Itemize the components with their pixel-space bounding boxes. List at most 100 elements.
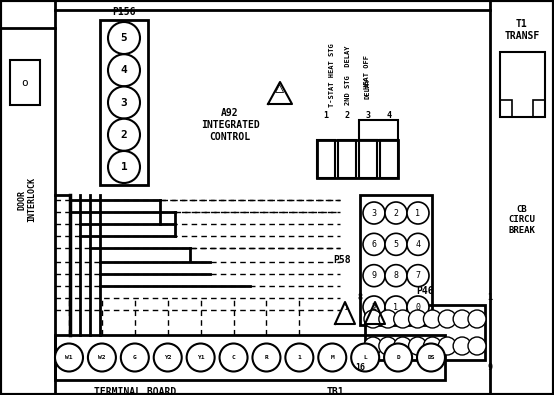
Circle shape	[379, 337, 397, 355]
Text: T1
TRANSF: T1 TRANSF	[504, 19, 540, 41]
Circle shape	[394, 337, 412, 355]
Circle shape	[153, 344, 182, 372]
Circle shape	[468, 310, 486, 328]
Text: 5: 5	[121, 33, 127, 43]
Text: A92
INTEGRATED
CONTROL: A92 INTEGRATED CONTROL	[201, 108, 259, 141]
Circle shape	[385, 233, 407, 255]
Circle shape	[407, 296, 429, 318]
Text: △: △	[275, 79, 285, 94]
Text: W2: W2	[98, 355, 106, 360]
Text: 2: 2	[373, 305, 377, 311]
Circle shape	[55, 344, 83, 372]
Bar	[533, 100, 545, 117]
Circle shape	[363, 296, 385, 318]
Bar	[10, 60, 40, 105]
Text: 7: 7	[416, 271, 420, 280]
Text: 5: 5	[393, 240, 398, 249]
Text: TERMINAL BOARD: TERMINAL BOARD	[94, 387, 176, 395]
Text: D: D	[396, 355, 400, 360]
Text: DELAY: DELAY	[364, 77, 370, 99]
Circle shape	[407, 233, 429, 255]
Circle shape	[253, 344, 280, 372]
Circle shape	[438, 310, 456, 328]
Text: 1: 1	[488, 293, 493, 301]
Circle shape	[385, 296, 407, 318]
Circle shape	[453, 337, 471, 355]
Text: CB
CIRCU
BREAK: CB CIRCU BREAK	[509, 205, 535, 235]
Text: 16: 16	[355, 363, 365, 372]
Text: 1: 1	[416, 209, 420, 218]
Text: 1: 1	[393, 303, 398, 312]
Bar	[55, 335, 445, 380]
Circle shape	[108, 151, 140, 183]
Text: 8: 8	[357, 293, 362, 301]
Bar	[338, 140, 356, 178]
Circle shape	[423, 310, 442, 328]
Circle shape	[364, 310, 382, 328]
Bar	[365, 305, 485, 360]
Circle shape	[407, 202, 429, 224]
Circle shape	[219, 344, 248, 372]
Text: 4: 4	[416, 240, 420, 249]
Circle shape	[363, 202, 385, 224]
Text: 3: 3	[372, 209, 377, 218]
Circle shape	[438, 337, 456, 355]
Circle shape	[407, 265, 429, 287]
Circle shape	[379, 310, 397, 328]
Text: 4: 4	[121, 65, 127, 75]
Text: HEAT OFF: HEAT OFF	[364, 55, 370, 89]
Bar	[317, 140, 398, 178]
Text: 1: 1	[324, 111, 329, 120]
Text: 3: 3	[121, 98, 127, 107]
Text: Y2: Y2	[164, 355, 172, 360]
Bar	[500, 52, 545, 117]
Circle shape	[318, 344, 346, 372]
Text: 8: 8	[393, 271, 398, 280]
Text: TB1: TB1	[326, 387, 344, 395]
Circle shape	[121, 344, 149, 372]
Circle shape	[408, 310, 427, 328]
Circle shape	[108, 54, 140, 86]
Circle shape	[364, 337, 382, 355]
Text: DOOR
INTERLOCK: DOOR INTERLOCK	[17, 177, 37, 222]
Text: 2: 2	[121, 130, 127, 140]
Bar	[360, 195, 432, 325]
Bar	[380, 140, 398, 178]
Text: C: C	[232, 355, 235, 360]
Text: 1: 1	[297, 355, 301, 360]
Text: M: M	[330, 355, 334, 360]
Circle shape	[351, 344, 379, 372]
Text: T-STAT HEAT STG: T-STAT HEAT STG	[329, 43, 335, 107]
Circle shape	[88, 344, 116, 372]
Circle shape	[285, 344, 314, 372]
Text: 3: 3	[366, 111, 371, 120]
Text: 1: 1	[121, 162, 127, 172]
Bar	[359, 120, 398, 140]
Circle shape	[453, 310, 471, 328]
Text: W1: W1	[65, 355, 73, 360]
Circle shape	[385, 202, 407, 224]
Circle shape	[468, 337, 486, 355]
Text: 0: 0	[416, 303, 420, 312]
Circle shape	[363, 233, 385, 255]
Circle shape	[187, 344, 214, 372]
Text: R: R	[265, 355, 268, 360]
Text: 2: 2	[345, 111, 350, 120]
Text: L: L	[363, 355, 367, 360]
Circle shape	[363, 265, 385, 287]
Text: P58: P58	[333, 255, 351, 265]
Text: P46: P46	[416, 286, 434, 296]
Text: 1: 1	[343, 305, 347, 311]
Circle shape	[385, 265, 407, 287]
Text: 6: 6	[372, 240, 377, 249]
Text: o: o	[22, 78, 28, 88]
Text: 9: 9	[372, 271, 377, 280]
Text: 2ND STG  DELAY: 2ND STG DELAY	[345, 45, 351, 105]
Text: 9: 9	[488, 363, 493, 372]
Text: 2: 2	[393, 209, 398, 218]
Circle shape	[394, 310, 412, 328]
Circle shape	[108, 22, 140, 54]
Bar	[359, 140, 377, 178]
Bar	[500, 100, 512, 117]
Text: Y1: Y1	[197, 355, 204, 360]
